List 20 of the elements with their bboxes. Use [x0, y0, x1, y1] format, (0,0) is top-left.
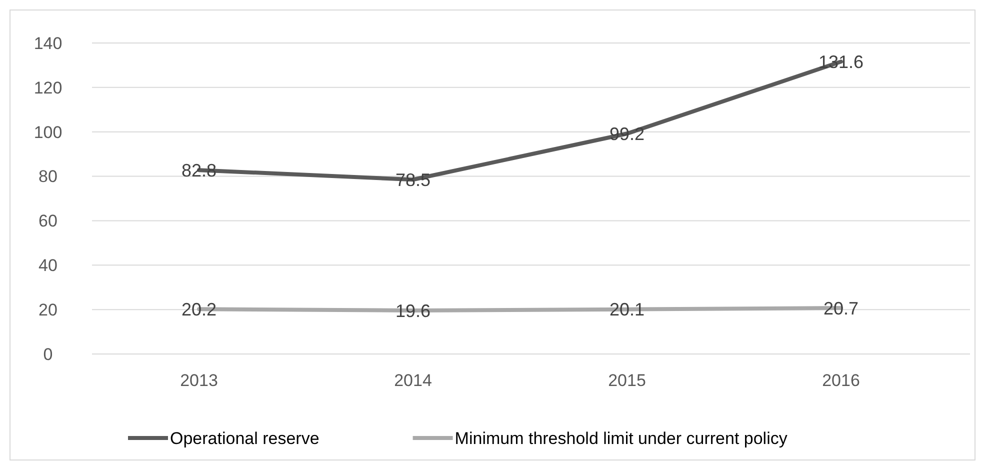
y-tick-label: 20: [38, 300, 58, 320]
y-tick-label: 60: [38, 212, 58, 231]
y-tick-label: 80: [38, 167, 58, 186]
data-label: 20.1: [609, 300, 645, 320]
data-label: 20.2: [181, 299, 217, 320]
data-label: 131.6: [818, 52, 864, 72]
legend-label: Operational reserve: [170, 428, 320, 448]
data-label: 19.6: [395, 300, 431, 321]
legend-label: Minimum threshold limit under current policy: [454, 428, 788, 448]
x-tick-label: 2015: [608, 371, 646, 390]
y-tick-label: 140: [34, 34, 62, 53]
x-tick-label: 2013: [180, 371, 218, 390]
data-label: 82.8: [181, 160, 217, 180]
x-tick-label: 2016: [822, 371, 860, 390]
y-tick-label: 0: [43, 344, 53, 364]
y-tick-label: 40: [38, 256, 58, 276]
x-tick-label: 2014: [394, 371, 432, 390]
y-tick-label: 120: [34, 78, 62, 98]
data-label: 20.7: [823, 298, 859, 318]
y-tick-label: 100: [34, 122, 62, 142]
